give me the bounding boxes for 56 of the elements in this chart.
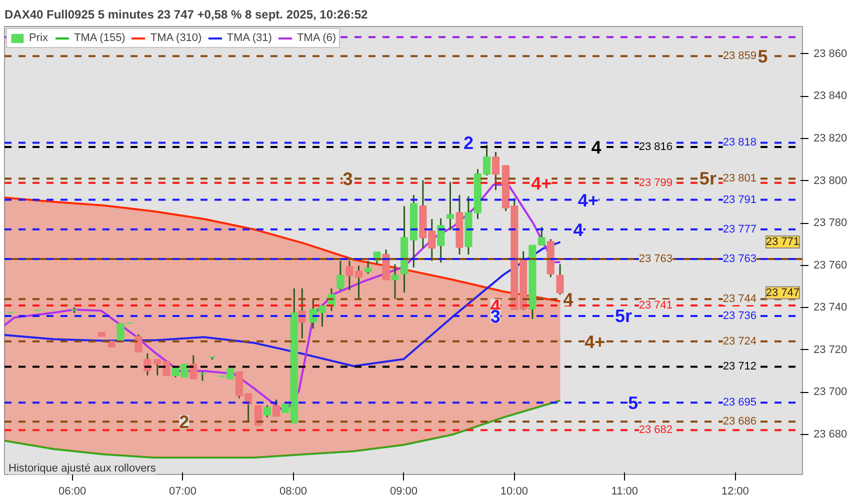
annotation: 23 747 (766, 286, 800, 299)
x-tick-label: 09:00 (390, 486, 418, 498)
ref-line-label: 23 686 (722, 416, 757, 428)
x-tick-label: 06:00 (58, 486, 86, 498)
annotation: 4+ (584, 332, 606, 352)
legend-label: TMA (155) (74, 32, 126, 44)
y-tick-label: 23 720 (814, 344, 848, 356)
ref-line-label: 23 818 (722, 136, 757, 149)
y-tick-label: 23 800 (814, 174, 848, 187)
annotation: 5 (628, 393, 638, 414)
annotation: 2 (179, 412, 190, 432)
x-tick-label: 10:00 (500, 486, 528, 498)
y-tick-label: 23 740 (814, 302, 848, 314)
y-tick-label: 23 680 (814, 428, 848, 440)
ref-line-label: 23 724 (722, 335, 757, 348)
x-tick-label: 07:00 (169, 486, 197, 498)
annotation: 5r (699, 168, 716, 189)
x-tick-label: 11:00 (611, 486, 638, 498)
annotation: 4+ (578, 190, 598, 210)
y-tick-label: 23 780 (814, 217, 848, 230)
ref-line-label: 23 763 (638, 252, 673, 265)
annotation: 4 (591, 137, 602, 158)
annotation: 5r (615, 306, 632, 326)
y-tick-label: 23 820 (814, 132, 848, 144)
legend-label: TMA (6) (296, 32, 336, 44)
ref-line-label: 23 791 (722, 194, 757, 206)
x-tick-label: 08:00 (279, 486, 308, 498)
ref-line-label: 23 741 (638, 299, 673, 312)
annotation: 4 (563, 290, 574, 310)
ref-line-label: 23 682 (638, 424, 673, 436)
annotation: 4 (573, 220, 584, 240)
ref-line-label: 23 712 (722, 360, 757, 373)
y-tick-label: 23 860 (814, 48, 848, 60)
annotation: 5 (758, 46, 768, 67)
annotation: 4+ (531, 173, 552, 194)
annotation: 23 771 (766, 236, 800, 248)
annotation: 3 (342, 169, 353, 190)
ref-line-label: 23 816 (638, 140, 673, 153)
ref-line-label: 23 744 (722, 293, 757, 306)
ref-line-label: 23 777 (722, 223, 757, 236)
y-tick-label: 23 840 (814, 90, 848, 102)
y-tick-label: 23 700 (814, 386, 848, 398)
ref-line-label: 23 859 (722, 50, 757, 62)
annotation: Historique ajusté aux rollovers (8, 462, 156, 474)
annotation: 2 (463, 133, 474, 154)
x-tick-label: 12:00 (721, 486, 749, 498)
chart-title: DAX40 Full0925 5 minutes 23 747 +0,58 % 8 sept. 2025, 10:26:52 (4, 8, 368, 22)
ref-line-label: 23 799 (638, 176, 673, 189)
y-tick-label: 23 760 (814, 259, 848, 272)
ref-line-label: 23 763 (722, 252, 757, 265)
ref-line-label: 23 695 (722, 396, 757, 409)
legend-label: Prix (29, 32, 49, 44)
ref-line-label: 23 801 (722, 172, 757, 185)
ref-line-label: 23 736 (722, 310, 757, 322)
legend-label: TMA (31) (226, 32, 272, 44)
legend-label: TMA (310) (150, 32, 202, 44)
